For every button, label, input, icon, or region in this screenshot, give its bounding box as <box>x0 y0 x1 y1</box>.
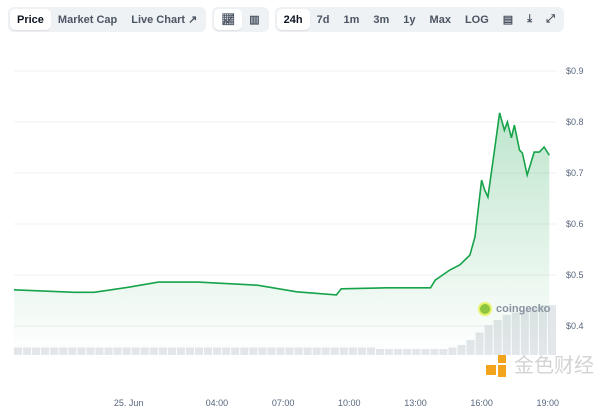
jinse-logo-icon <box>486 355 508 377</box>
chart-toolbar: Price Market Cap Live Chart ↗ 📈︎ ▥ 24h 7… <box>8 7 564 32</box>
y-tick-label: $0.5 <box>566 270 584 280</box>
download-button[interactable]: ⤓ <box>520 9 539 30</box>
tab-live-chart[interactable]: Live Chart ↗ <box>124 9 204 30</box>
jinse-watermark: 金色财经 <box>486 354 594 378</box>
x-tick-label: 19:00 <box>537 398 560 408</box>
range-7d[interactable]: 7d <box>316 13 330 26</box>
range-24h[interactable]: 24h <box>276 9 310 30</box>
live-chart-label: Live Chart <box>131 13 186 26</box>
y-tick-label: $0.8 <box>566 117 584 127</box>
price-area-fill <box>14 112 550 355</box>
view-tabs: Price Market Cap Live Chart ↗ <box>8 7 207 32</box>
x-tick-label: 10:00 <box>338 398 361 408</box>
candlestick-chart-icon: ▥ <box>249 14 260 26</box>
range-selector: 24h 7d 1m 3m 1y Max LOG ▤ ⤓ ⤢ <box>274 7 564 32</box>
coingecko-text: coingecko <box>496 303 551 315</box>
tab-price[interactable]: Price <box>10 9 51 30</box>
calendar-icon: ▤ <box>502 14 514 26</box>
range-1m[interactable]: 1m <box>343 13 360 26</box>
fullscreen-icon: ⤢ <box>546 13 555 25</box>
external-link-icon: ↗ <box>188 14 198 26</box>
x-tick-label: 07:00 <box>272 398 295 408</box>
line-chart-button[interactable]: 📈︎ <box>214 9 243 30</box>
x-tick-label: 04:00 <box>206 398 229 408</box>
coingecko-logo-icon <box>478 302 492 316</box>
candlestick-chart-button[interactable]: ▥ <box>242 9 266 30</box>
log-scale-toggle[interactable]: LOG <box>464 13 489 26</box>
range-1y[interactable]: 1y <box>403 13 416 26</box>
x-tick-label: 25. Jun <box>114 398 144 408</box>
tab-market-cap[interactable]: Market Cap <box>57 13 118 26</box>
range-max[interactable]: Max <box>429 13 451 26</box>
x-tick-label: 16:00 <box>470 398 493 408</box>
chart-type-toggle: 📈︎ ▥ <box>212 7 269 32</box>
y-tick-label: $0.4 <box>566 321 584 331</box>
volume-bar <box>547 305 556 355</box>
fullscreen-button[interactable]: ⤢ <box>539 9 562 30</box>
download-icon: ⤓ <box>527 13 533 25</box>
line-chart-icon: 📈︎ <box>221 14 236 26</box>
x-tick-label: 13:00 <box>404 398 427 408</box>
coingecko-watermark: coingecko <box>478 302 550 316</box>
calendar-button[interactable]: ▤ <box>496 9 520 30</box>
y-tick-label: $0.7 <box>566 168 584 178</box>
y-tick-label: $0.6 <box>566 219 584 229</box>
jinse-text: 金色财经 <box>514 355 594 377</box>
range-3m[interactable]: 3m <box>373 13 390 26</box>
y-tick-label: $0.9 <box>566 66 584 76</box>
price-chart[interactable]: $0.9 $0.8 $0.7 $0.6 $0.5 $0.4 25. Jun 04:00 07:0… <box>0 40 600 415</box>
